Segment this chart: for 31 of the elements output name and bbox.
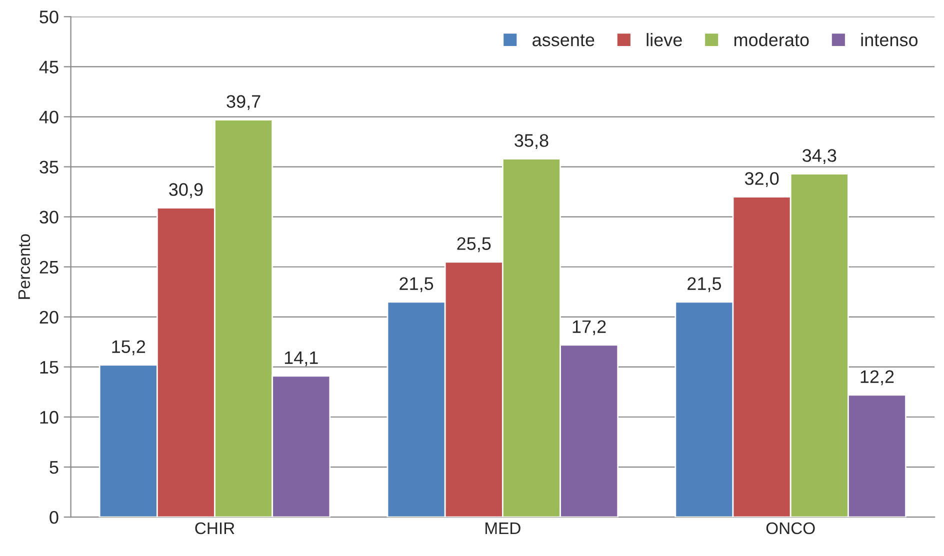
y-tick-label: 50	[40, 10, 58, 24]
y-tick-label: 25	[40, 260, 58, 274]
data-label: 35,8	[514, 134, 548, 150]
data-label: 12,2	[860, 370, 894, 386]
data-label: 21,5	[400, 277, 434, 292]
data-label: 34,3	[802, 149, 836, 164]
y-tick-label: 10	[40, 410, 58, 424]
y-axis-title: Percento	[18, 234, 30, 299]
data-label: 17,2	[572, 320, 606, 336]
data-label: 25,5	[457, 237, 491, 252]
data-label: 21,5	[688, 277, 722, 292]
y-tick-label: 45	[39, 60, 58, 74]
data-label: 14,1	[284, 351, 318, 366]
y-tick-label: 15	[40, 361, 58, 374]
data-label: 30,9	[169, 183, 203, 198]
y-tick-label: 0	[50, 511, 58, 524]
y-tick-label: 20	[40, 310, 58, 324]
data-label: 32,0	[744, 172, 779, 188]
x-tick-label: MED	[486, 522, 520, 534]
data-label: 15,2	[112, 340, 146, 356]
legend-label: intenso	[861, 33, 918, 46]
legend-label: assente	[532, 34, 594, 46]
y-tick-label: 40	[39, 110, 58, 124]
data-label: 39,7	[226, 95, 260, 110]
y-tick-label: 35	[40, 160, 58, 174]
x-tick-label: CHIR	[195, 522, 234, 534]
legend-label: lieve	[646, 33, 682, 46]
y-tick-label: 30	[40, 210, 58, 224]
y-tick-label: 5	[50, 461, 58, 474]
x-tick-label: ONCO	[766, 522, 815, 534]
legend-label: moderato	[734, 33, 809, 46]
